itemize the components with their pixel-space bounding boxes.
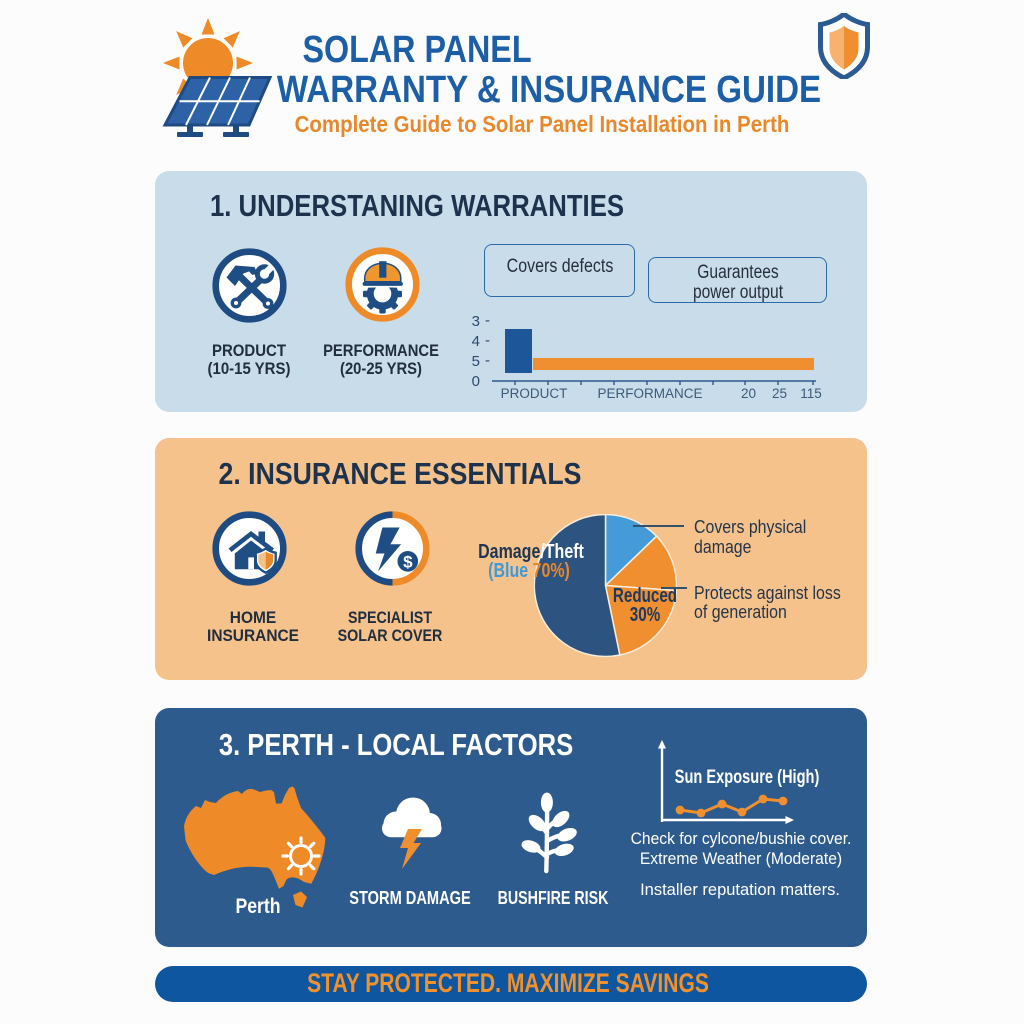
svg-text:0: 0 bbox=[472, 373, 480, 390]
svg-text:3: 3 bbox=[472, 313, 480, 330]
svg-text:115: 115 bbox=[800, 386, 822, 401]
svg-text:PRODUCT: PRODUCT bbox=[501, 386, 568, 401]
svg-text:-: - bbox=[485, 352, 490, 369]
svg-text:-: - bbox=[485, 312, 490, 329]
svg-text:$: $ bbox=[403, 552, 413, 571]
svg-text:25: 25 bbox=[772, 386, 787, 401]
svg-text:-: - bbox=[485, 332, 490, 349]
svg-text:4: 4 bbox=[472, 333, 480, 350]
svg-text:PERFORMANCE: PERFORMANCE bbox=[597, 386, 702, 401]
svg-text:5: 5 bbox=[472, 353, 480, 370]
svg-text:20: 20 bbox=[741, 386, 756, 401]
